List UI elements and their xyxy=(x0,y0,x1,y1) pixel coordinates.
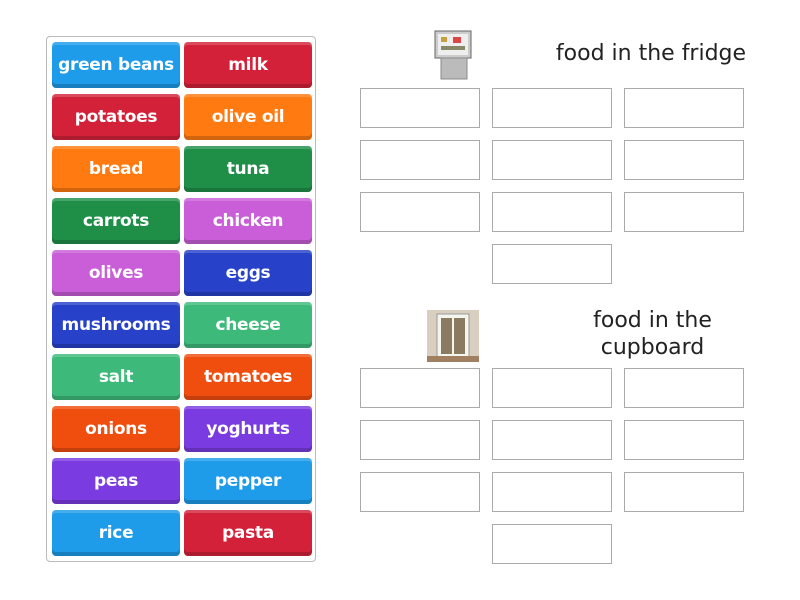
cupboard-drop-slot[interactable] xyxy=(492,420,612,460)
word-tile[interactable]: yoghurts xyxy=(184,406,312,452)
fridge-drop-slot[interactable] xyxy=(360,88,480,128)
fridge-drop-slot[interactable] xyxy=(492,244,612,284)
word-tile[interactable]: olive oil xyxy=(184,94,312,140)
fridge-drop-slot[interactable] xyxy=(360,140,480,180)
cupboard-drop-slot[interactable] xyxy=(492,472,612,512)
cupboard-drop-slot[interactable] xyxy=(624,472,744,512)
fridge-drop-slot[interactable] xyxy=(492,88,612,128)
word-tile[interactable]: potatoes xyxy=(52,94,180,140)
word-tile[interactable]: peas xyxy=(52,458,180,504)
cupboard-drop-slot[interactable] xyxy=(624,368,744,408)
word-tile[interactable]: tomatoes xyxy=(184,354,312,400)
word-tile[interactable]: pasta xyxy=(184,510,312,556)
cupboard-drop-slot[interactable] xyxy=(360,472,480,512)
word-tile[interactable]: salt xyxy=(52,354,180,400)
cupboard-drop-slot[interactable] xyxy=(492,368,612,408)
word-tile[interactable]: tuna xyxy=(184,146,312,192)
word-tile[interactable]: carrots xyxy=(52,198,180,244)
word-tile[interactable]: chicken xyxy=(184,198,312,244)
word-tile[interactable]: eggs xyxy=(184,250,312,296)
word-tile[interactable]: mushrooms xyxy=(52,302,180,348)
word-tile[interactable]: green beans xyxy=(52,42,180,88)
word-tile[interactable]: olives xyxy=(52,250,180,296)
word-tile[interactable]: pepper xyxy=(184,458,312,504)
cupboard-drop-slot[interactable] xyxy=(624,420,744,460)
fridge-drop-slot[interactable] xyxy=(492,192,612,232)
fridge-drop-slot[interactable] xyxy=(624,88,744,128)
fridge-image xyxy=(433,30,473,80)
cupboard-drop-slot[interactable] xyxy=(360,420,480,460)
fridge-drop-slot[interactable] xyxy=(624,192,744,232)
cupboard-image xyxy=(427,310,479,362)
group-title-cupboard: food in the cupboard xyxy=(593,308,712,360)
word-bank: green beans milk potatoes olive oil bread tun… xyxy=(46,36,316,562)
cupboard-drop-slot[interactable] xyxy=(492,524,612,564)
fridge-drop-slot[interactable] xyxy=(624,140,744,180)
cupboard-drop-slot[interactable] xyxy=(360,368,480,408)
group-title-fridge: food in the fridge xyxy=(555,41,747,66)
fridge-drop-slot[interactable] xyxy=(492,140,612,180)
fridge-drop-slot[interactable] xyxy=(360,192,480,232)
word-tile[interactable]: cheese xyxy=(184,302,312,348)
word-tile[interactable]: rice xyxy=(52,510,180,556)
word-tile[interactable]: bread xyxy=(52,146,180,192)
word-tile[interactable]: onions xyxy=(52,406,180,452)
word-tile[interactable]: milk xyxy=(184,42,312,88)
